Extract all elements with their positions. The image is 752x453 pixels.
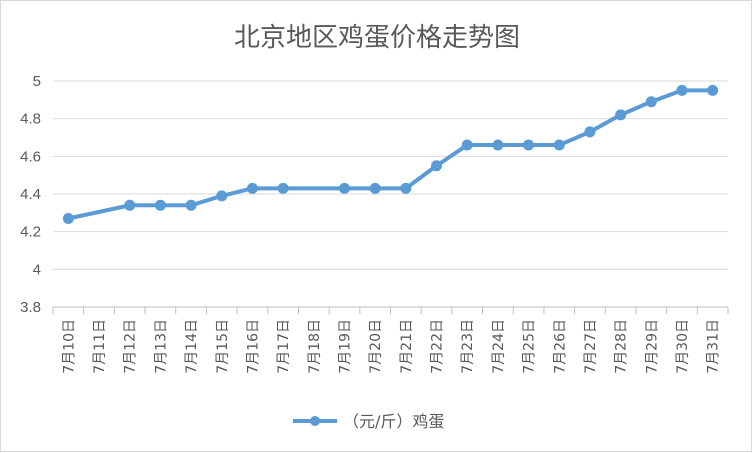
data-point: [400, 182, 412, 194]
x-tick-label: 7月13日: [153, 319, 169, 374]
data-point: [676, 84, 688, 96]
x-tick-label: 7月25日: [522, 319, 538, 374]
legend-label: （元/斤）鸡蛋: [343, 412, 444, 431]
y-tick-label: 4.4: [20, 186, 41, 203]
x-tick-label: 7月11日: [92, 319, 108, 374]
x-tick-label: 7月31日: [706, 319, 722, 374]
x-tick-label: 7月18日: [307, 319, 323, 374]
series-layer: [62, 84, 719, 224]
legend-marker: [310, 416, 320, 426]
y-tick-label: 5: [33, 73, 41, 90]
x-tick-label: 7月27日: [583, 319, 599, 374]
x-tick-label: 7月26日: [552, 319, 568, 374]
data-point: [645, 96, 657, 108]
data-point: [277, 182, 289, 194]
y-axis-ticks: 3.8 4 4.2 4.4 4.6 4.8 5: [20, 73, 41, 316]
data-point: [185, 199, 197, 211]
data-point: [584, 126, 596, 138]
y-tick-label: 4.8: [20, 111, 41, 128]
x-tick-label: 7月23日: [460, 319, 476, 374]
data-point: [461, 139, 473, 151]
x-tick-label: 7月17日: [276, 319, 292, 374]
data-point: [338, 182, 350, 194]
x-tick-label: 7月15日: [215, 319, 231, 374]
x-tick-label: 7月28日: [614, 319, 630, 374]
data-point: [492, 139, 504, 151]
data-point: [216, 190, 228, 202]
x-tick-label: 7月14日: [184, 319, 200, 374]
data-point: [523, 139, 535, 151]
data-point: [553, 139, 565, 151]
x-axis: 7月10日 7月11日 7月12日 7月13日 7月14日 7月15日 7月16日 7月17日…: [52, 307, 729, 374]
series-line-0: [66, 88, 715, 221]
data-point: [246, 182, 258, 194]
y-tick-label: 3.8: [20, 299, 41, 316]
data-point: [369, 182, 381, 194]
data-point: [431, 160, 443, 172]
data-point: [62, 212, 74, 224]
x-tick-label: 7月10日: [61, 319, 77, 374]
gridlines: [53, 80, 728, 308]
x-tick-label: 7月24日: [491, 319, 507, 374]
x-tick-label: 7月12日: [123, 319, 139, 374]
data-point: [124, 199, 136, 211]
x-tick-label: 7月29日: [644, 319, 660, 374]
y-tick-label: 4: [33, 261, 41, 278]
data-point: [707, 84, 719, 96]
x-tick-label: 7月16日: [245, 319, 261, 374]
data-point: [615, 109, 627, 121]
x-tick-label: 7月21日: [399, 319, 415, 374]
y-tick-label: 4.2: [20, 224, 41, 241]
y-tick-label: 4.6: [20, 148, 41, 165]
x-tick-label: 7月19日: [337, 319, 353, 374]
x-tick-label: 7月30日: [675, 319, 691, 374]
data-point: [154, 199, 166, 211]
x-tick-label: 7月22日: [430, 319, 446, 374]
legend: （元/斤）鸡蛋: [293, 412, 444, 431]
chart-title: 北京地区鸡蛋价格走势图: [234, 23, 520, 53]
x-tick-label: 7月20日: [368, 319, 384, 374]
